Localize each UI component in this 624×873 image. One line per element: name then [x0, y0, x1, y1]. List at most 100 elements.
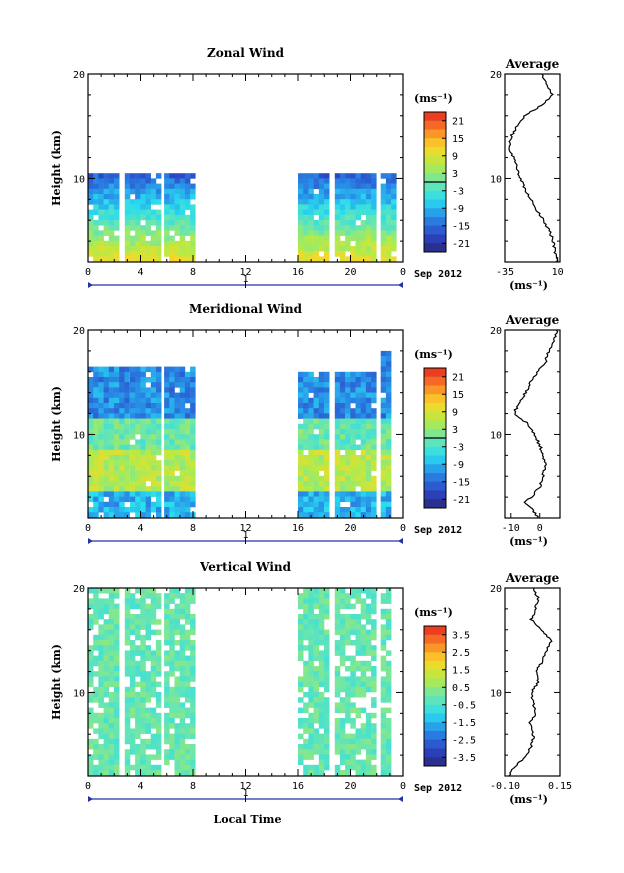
heatmap-cell	[339, 598, 346, 604]
heatmap-cell	[179, 676, 186, 682]
heatmap-cell	[129, 712, 136, 719]
heatmap-cell	[156, 465, 162, 471]
heatmap-cell	[303, 588, 309, 594]
heatmap-cell	[164, 382, 170, 388]
heatmap-block	[380, 588, 392, 776]
heatmap-cell	[190, 449, 196, 456]
heatmap-cell	[371, 624, 377, 630]
heatmap-cell	[360, 397, 367, 404]
heatmap-cell	[150, 429, 157, 435]
heatmap-cell	[345, 481, 351, 487]
heatmap-cell	[345, 460, 351, 466]
heatmap-cell	[334, 686, 341, 693]
heatmap-cell	[108, 501, 115, 508]
heatmap-cell	[98, 650, 104, 656]
heatmap-cell	[156, 439, 162, 445]
heatmap-cell	[174, 728, 180, 734]
heatmap-cell	[150, 603, 157, 610]
heatmap-cell	[103, 434, 110, 440]
heatmap-cell	[164, 475, 170, 482]
heatmap-cell	[129, 655, 136, 662]
heatmap-cell	[164, 728, 170, 734]
heatmap-cell	[145, 387, 152, 393]
heatmap-cell	[124, 608, 131, 615]
heatmap-cell	[298, 408, 304, 414]
heatmap-cell	[135, 382, 141, 388]
heatmap-cell	[371, 770, 377, 776]
heatmap-cell	[308, 455, 314, 461]
heatmap-cell	[339, 439, 346, 445]
heatmap-cell	[385, 178, 392, 184]
heatmap-cell	[365, 246, 372, 252]
heatmap-cell	[308, 512, 314, 518]
heatmap-cell	[318, 183, 325, 190]
heatmap-cell	[179, 486, 186, 492]
heatmap-cell	[339, 718, 346, 724]
heatmap-cell	[355, 465, 361, 471]
heatmap-cell	[124, 603, 131, 610]
colorbar-tick-label: -9	[452, 460, 464, 471]
heatmap-cell	[108, 371, 115, 378]
heatmap-cell	[140, 707, 146, 714]
heatmap-cell	[164, 738, 170, 745]
heatmap-cell	[140, 382, 146, 388]
heatmap-cell	[155, 199, 162, 205]
heatmap-cell	[318, 588, 325, 594]
heatmap-cell	[380, 188, 387, 195]
heatmap-cell	[360, 194, 367, 200]
heatmap-cell	[155, 666, 162, 672]
heatmap-cell	[350, 507, 356, 513]
heatmap-cell	[345, 738, 351, 745]
heatmap-cell	[339, 650, 346, 656]
heatmap-cell	[350, 707, 356, 714]
heatmap-cell	[93, 712, 99, 719]
heatmap-cell	[184, 199, 191, 205]
heatmap-cell	[124, 749, 131, 755]
heatmap-cell	[339, 655, 346, 662]
heatmap-cell	[93, 697, 99, 703]
heatmap-cell	[350, 392, 356, 399]
heatmap-cell	[318, 634, 325, 641]
heatmap-cell	[298, 449, 304, 456]
heatmap-cell	[360, 444, 367, 451]
heatmap-cell	[298, 512, 304, 518]
heatmap-cell	[156, 507, 162, 513]
heatmap-cell	[184, 707, 191, 714]
heatmap-cell	[339, 588, 346, 594]
heatmap-cell	[129, 738, 136, 745]
heatmap-cell	[318, 744, 325, 750]
heatmap-cell	[145, 681, 151, 688]
heatmap-cell	[385, 418, 392, 424]
x-tick-label: 20	[344, 781, 356, 792]
heatmap-cell	[164, 194, 170, 200]
heatmap-cell	[98, 718, 104, 724]
heatmap-cell	[184, 475, 191, 482]
heatmap-cell	[150, 614, 157, 620]
heatmap-cell	[308, 608, 314, 615]
heatmap-cell	[145, 465, 152, 471]
heatmap-cell	[380, 645, 387, 651]
heatmap-cell	[164, 512, 170, 518]
heatmap-cell	[156, 444, 162, 451]
heatmap-cell	[124, 598, 131, 604]
heatmap-cell	[371, 429, 377, 435]
heatmap-cell	[385, 723, 392, 729]
heatmap-cell	[179, 403, 186, 409]
heatmap-cell	[190, 666, 196, 672]
heatmap-block	[380, 173, 397, 262]
heatmap-cell	[124, 723, 131, 729]
colorbar-segment	[424, 643, 446, 653]
heatmap-cell	[135, 397, 141, 404]
heatmap-cell	[150, 629, 157, 636]
heatmap-cell	[174, 655, 180, 662]
x-tick-label: 8	[190, 781, 196, 792]
heatmap-cell	[150, 764, 157, 771]
heatmap-cell	[308, 413, 314, 419]
heatmap-cell	[169, 246, 175, 252]
heatmap-cell	[179, 764, 186, 771]
heatmap-cell	[164, 603, 170, 610]
heatmap-cell	[184, 671, 191, 677]
heatmap-cell	[174, 507, 180, 513]
heatmap-cell	[313, 408, 320, 414]
heatmap-cell	[318, 209, 325, 216]
